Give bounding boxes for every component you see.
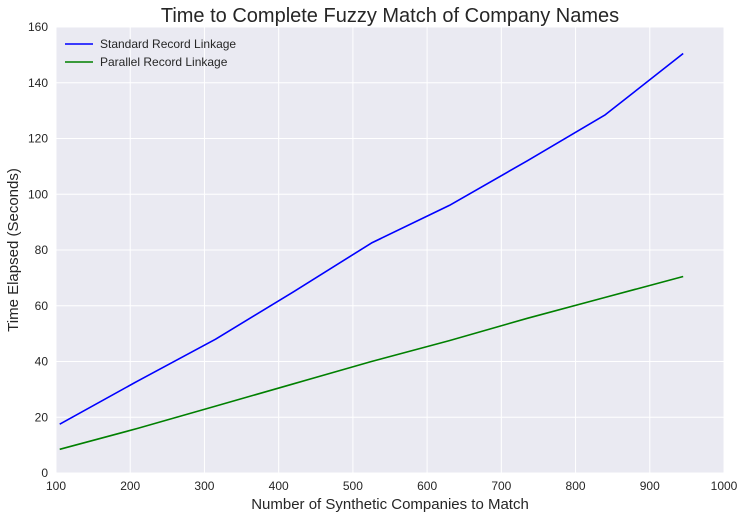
y-tick-label: 160 xyxy=(28,20,48,34)
y-tick-label: 0 xyxy=(41,466,48,480)
legend: Standard Record Linkage Parallel Record L… xyxy=(65,37,236,69)
y-tick-label: 60 xyxy=(35,299,49,313)
y-tick-label: 120 xyxy=(28,132,48,146)
legend-label-standard-record-linkage: Standard Record Linkage xyxy=(100,37,236,51)
series-layer xyxy=(59,52,684,451)
gridlines xyxy=(55,26,725,474)
x-tick-labels: 100 200 300 400 500 600 700 800 900 1000 xyxy=(46,479,738,493)
x-tick-label: 700 xyxy=(491,479,511,493)
x-axis-label: Number of Synthetic Companies to Match xyxy=(251,496,529,513)
y-tick-label: 40 xyxy=(35,355,49,369)
y-tick-label: 80 xyxy=(35,243,49,257)
chart-title: Time to Complete Fuzzy Match of Company … xyxy=(161,5,619,27)
x-tick-label: 500 xyxy=(343,479,363,493)
x-tick-label: 400 xyxy=(269,479,289,493)
x-tick-label: 300 xyxy=(194,479,214,493)
series-line-parallel-record-linkage xyxy=(59,275,684,451)
x-tick-label: 600 xyxy=(417,479,437,493)
y-axis-label: Time Elapsed (Seconds) xyxy=(5,168,22,332)
x-tick-label: 800 xyxy=(566,479,586,493)
legend-label-parallel-record-linkage: Parallel Record Linkage xyxy=(100,55,228,69)
y-tick-labels: 0 20 40 60 80 100 120 140 160 xyxy=(28,20,48,480)
x-tick-label: 900 xyxy=(640,479,660,493)
y-tick-label: 100 xyxy=(28,187,48,201)
y-tick-label: 140 xyxy=(28,76,48,90)
x-tick-label: 100 xyxy=(46,479,66,493)
y-tick-label: 20 xyxy=(35,410,49,424)
x-tick-label: 200 xyxy=(120,479,140,493)
series-line-standard-record-linkage xyxy=(59,52,684,425)
x-tick-label: 1000 xyxy=(711,479,738,493)
